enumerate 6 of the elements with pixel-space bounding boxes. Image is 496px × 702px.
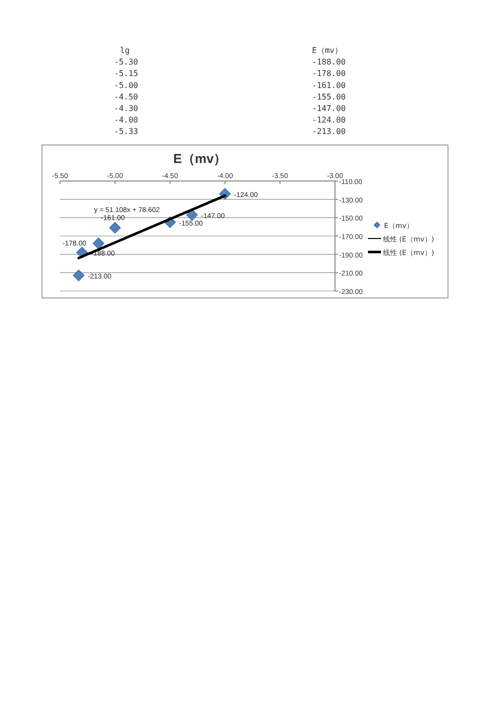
value-table: lg E（mv） -5.30 -188.00 -5.15 -178.00 -5.00 -161.00 -4.50 -155.00 -4.30 -147.00 -4.00 -124.00 -5.33 -213.00: [114, 46, 346, 136]
point: [186, 209, 198, 221]
chart-title: E（mv）: [173, 151, 227, 166]
point: [109, 222, 121, 234]
point: [72, 270, 84, 282]
point: [92, 238, 104, 250]
